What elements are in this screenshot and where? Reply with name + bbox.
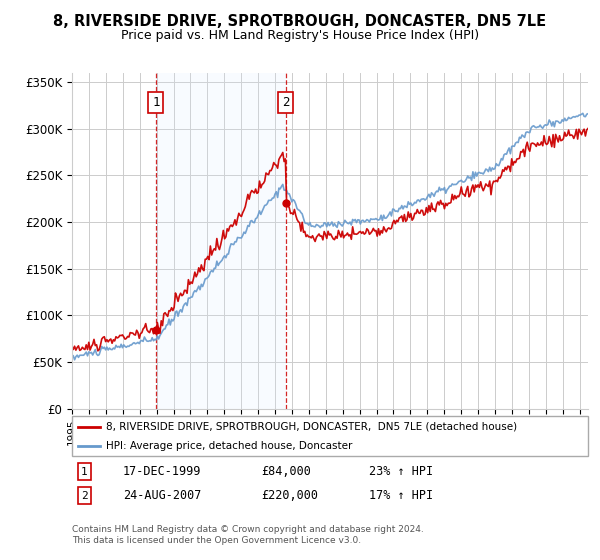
- Text: Contains HM Land Registry data © Crown copyright and database right 2024.
This d: Contains HM Land Registry data © Crown c…: [72, 525, 424, 545]
- Text: 2: 2: [282, 96, 290, 109]
- Text: 1: 1: [152, 96, 160, 109]
- Text: 8, RIVERSIDE DRIVE, SPROTBROUGH, DONCASTER,  DN5 7LE (detached house): 8, RIVERSIDE DRIVE, SPROTBROUGH, DONCAST…: [106, 422, 517, 432]
- Text: £84,000: £84,000: [261, 465, 311, 478]
- Text: 24-AUG-2007: 24-AUG-2007: [123, 489, 202, 502]
- Text: 2: 2: [81, 491, 88, 501]
- Text: Price paid vs. HM Land Registry's House Price Index (HPI): Price paid vs. HM Land Registry's House …: [121, 29, 479, 42]
- Text: 17-DEC-1999: 17-DEC-1999: [123, 465, 202, 478]
- Bar: [156, 73, 286, 409]
- Text: 8, RIVERSIDE DRIVE, SPROTBROUGH, DONCASTER, DN5 7LE: 8, RIVERSIDE DRIVE, SPROTBROUGH, DONCAST…: [53, 14, 547, 29]
- Text: 1: 1: [81, 466, 88, 477]
- Text: £220,000: £220,000: [261, 489, 318, 502]
- Text: 23% ↑ HPI: 23% ↑ HPI: [369, 465, 433, 478]
- FancyBboxPatch shape: [72, 416, 588, 456]
- Text: HPI: Average price, detached house, Doncaster: HPI: Average price, detached house, Donc…: [106, 441, 352, 450]
- Text: 17% ↑ HPI: 17% ↑ HPI: [369, 489, 433, 502]
